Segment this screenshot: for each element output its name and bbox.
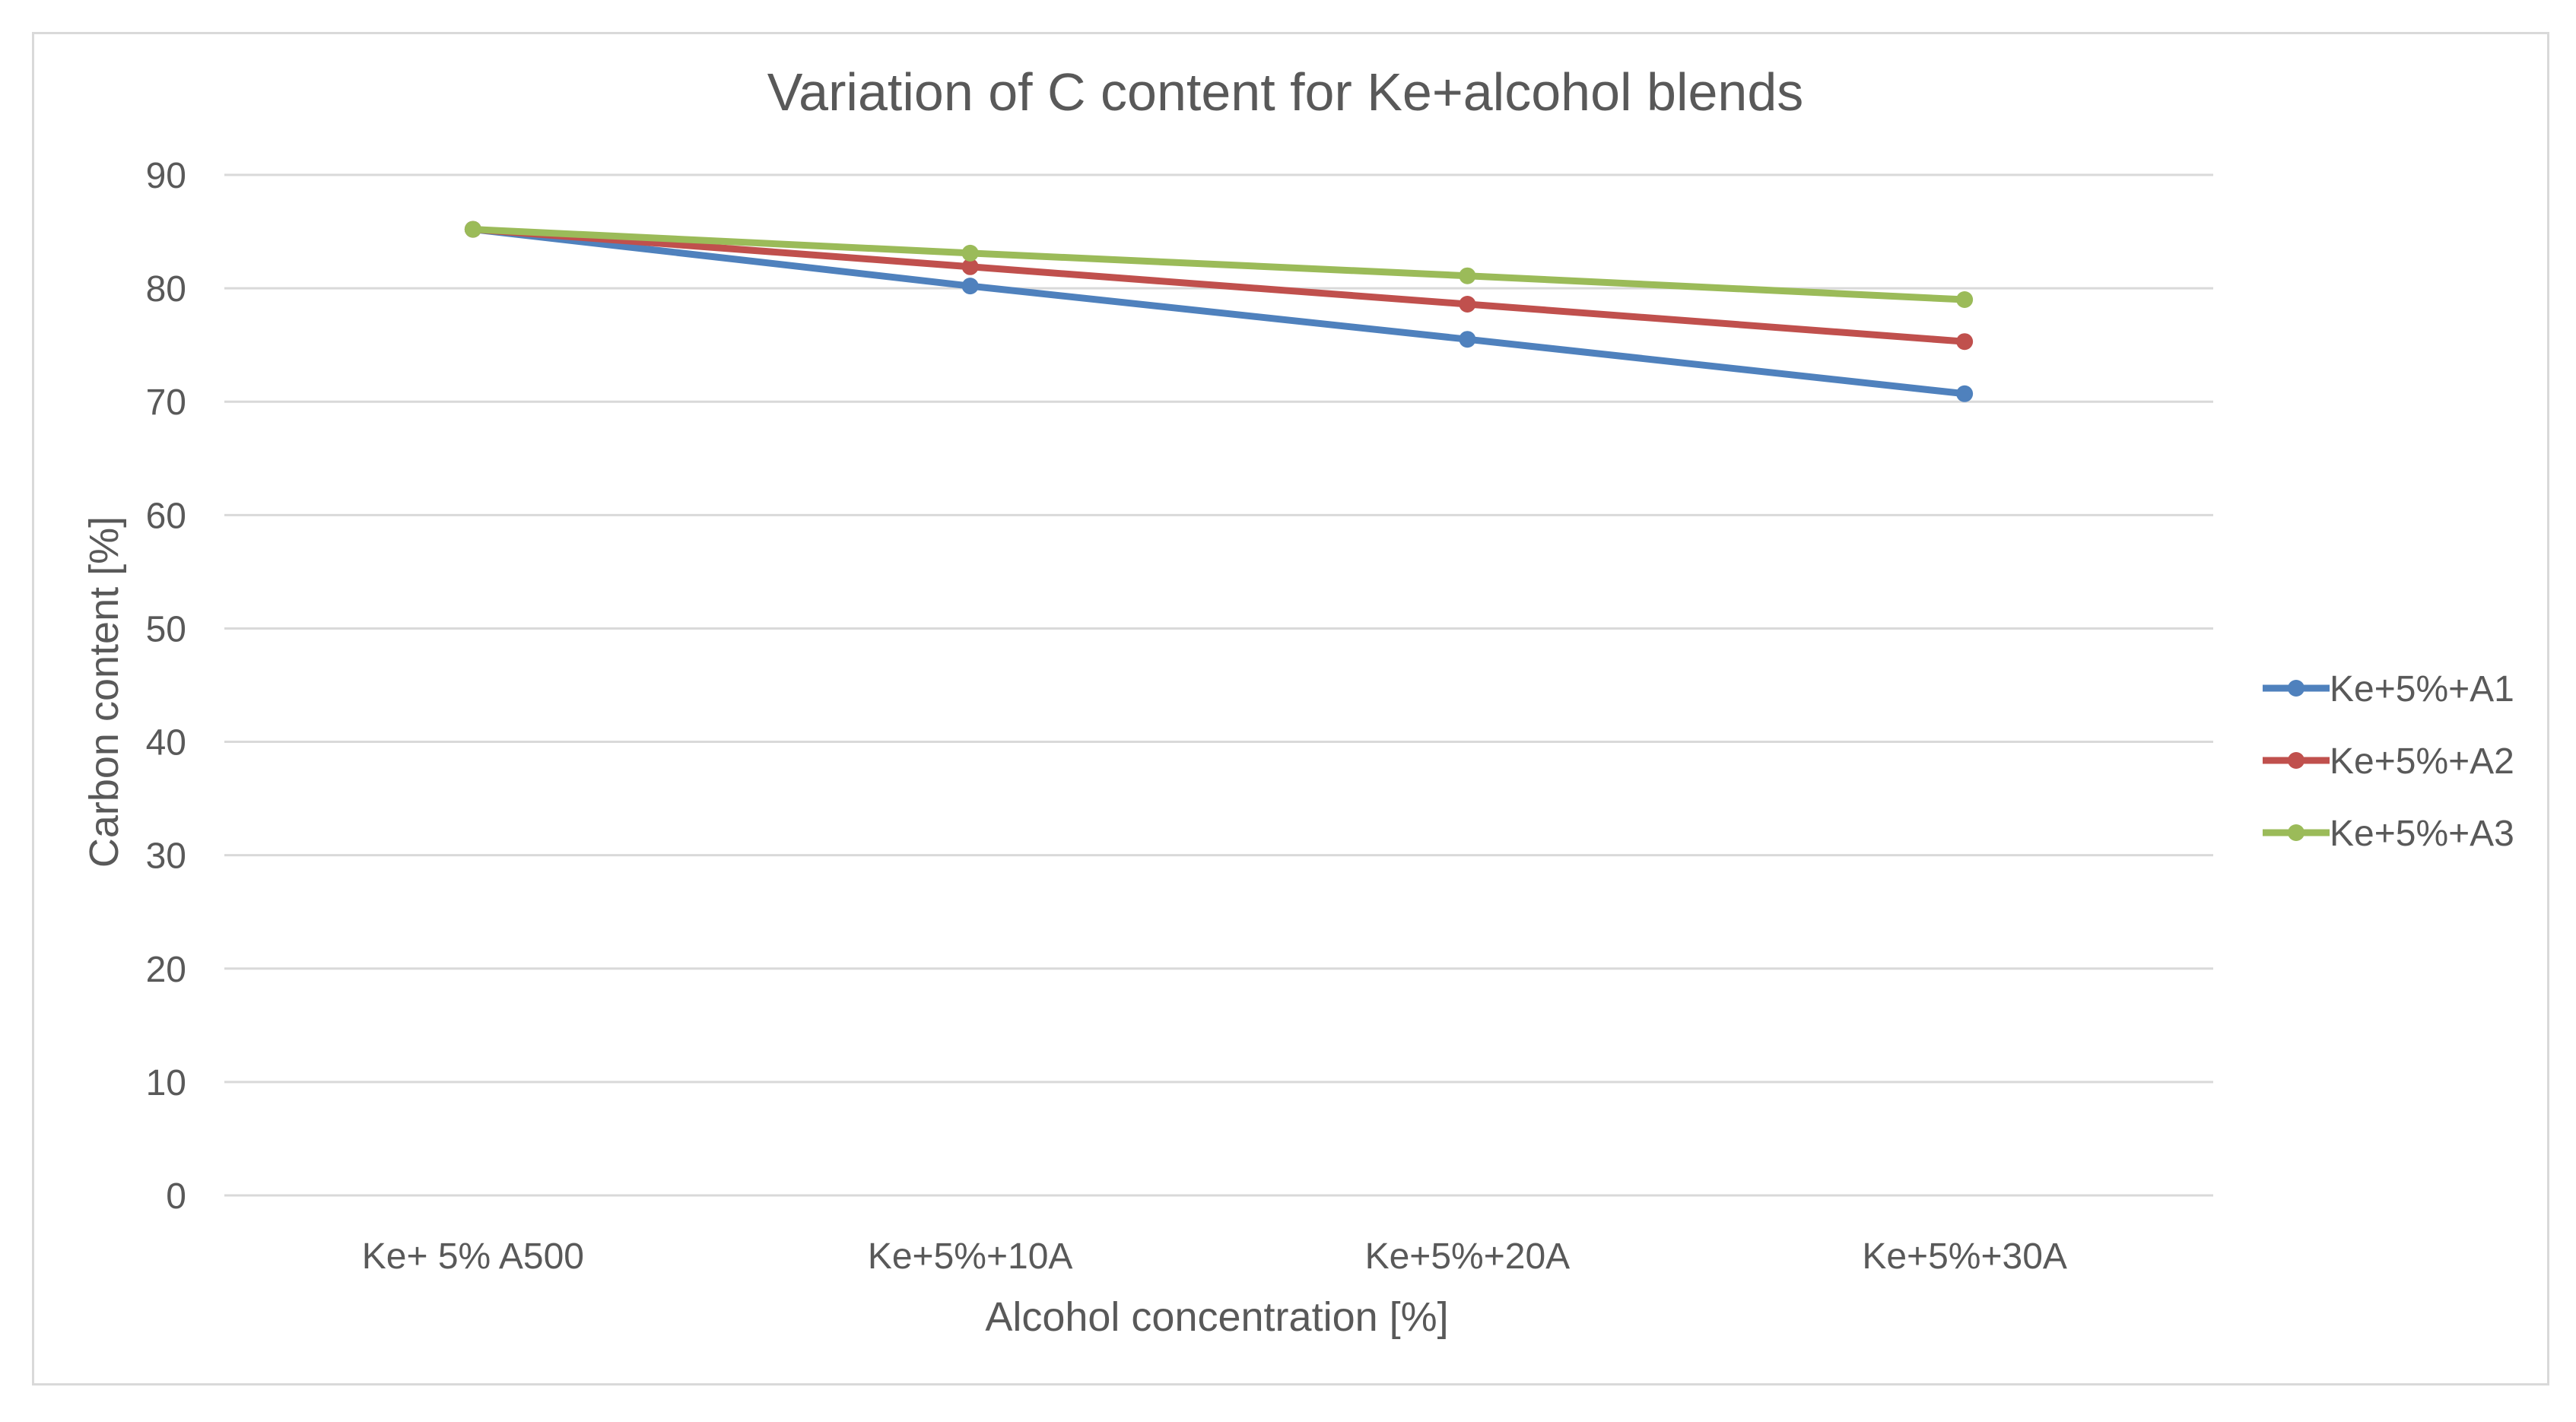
data-point bbox=[961, 258, 979, 275]
x-tick-label: Ke+5%+20A bbox=[1365, 1236, 1571, 1277]
legend-marker bbox=[2288, 752, 2304, 769]
series-Ke+5%+A3 bbox=[464, 221, 1974, 309]
x-tick-label: Ke+5%+10A bbox=[868, 1236, 1073, 1277]
series-line bbox=[469, 226, 1968, 303]
y-tick-label: 90 bbox=[146, 156, 186, 196]
legend-label: Ke+5%+A3 bbox=[2330, 814, 2514, 854]
data-point bbox=[961, 278, 979, 295]
x-tick-label: Ke+ 5% A500 bbox=[362, 1236, 584, 1277]
data-point bbox=[464, 221, 481, 238]
data-point bbox=[1956, 385, 1974, 402]
x-axis-title: Alcohol concentration [%] bbox=[985, 1294, 1448, 1340]
legend-item: Ke+5%+A1 bbox=[2263, 669, 2514, 709]
y-axis-title: Carbon content [%] bbox=[81, 516, 127, 868]
y-tick-label: 80 bbox=[146, 269, 186, 309]
legend: Ke+5%+A1 Ke+5%+A2 Ke+5%+A3 bbox=[2263, 669, 2514, 854]
y-tick-label: 50 bbox=[146, 609, 186, 649]
gridlines bbox=[224, 173, 2213, 1197]
y-tick-label: 10 bbox=[146, 1063, 186, 1103]
y-tick-label: 70 bbox=[146, 382, 186, 423]
legend-marker bbox=[2288, 824, 2304, 841]
chart-frame bbox=[32, 32, 2549, 1385]
legend-marker bbox=[2288, 680, 2304, 697]
legend-label: Ke+5%+A2 bbox=[2330, 741, 2514, 782]
legend-label: Ke+5%+A1 bbox=[2330, 669, 2514, 709]
y-tick-label: 0 bbox=[166, 1176, 186, 1217]
data-point bbox=[1459, 331, 1476, 348]
series-lines bbox=[464, 221, 1974, 402]
data-point bbox=[1459, 267, 1476, 284]
data-point bbox=[1459, 295, 1476, 313]
x-tick-label: Ke+5%+30A bbox=[1862, 1236, 2067, 1277]
legend-item: Ke+5%+A3 bbox=[2263, 814, 2514, 854]
x-axis-ticks: Ke+ 5% A500 Ke+5%+10A Ke+5%+20A Ke+5%+30A bbox=[362, 1236, 2067, 1277]
y-tick-label: 20 bbox=[146, 950, 186, 990]
data-point bbox=[961, 244, 979, 262]
legend-item: Ke+5%+A2 bbox=[2263, 741, 2514, 782]
y-tick-label: 30 bbox=[146, 836, 186, 877]
data-point bbox=[1956, 291, 1974, 309]
y-tick-label: 40 bbox=[146, 723, 186, 763]
series-line bbox=[469, 226, 1968, 345]
series-line bbox=[469, 226, 1968, 398]
y-tick-label: 60 bbox=[146, 496, 186, 536]
data-point bbox=[1956, 333, 1974, 351]
chart-title: Variation of C content for Ke+alcohol bl… bbox=[767, 62, 1804, 122]
y-axis-ticks: 0 10 20 30 40 50 60 70 80 90 bbox=[146, 156, 186, 1217]
